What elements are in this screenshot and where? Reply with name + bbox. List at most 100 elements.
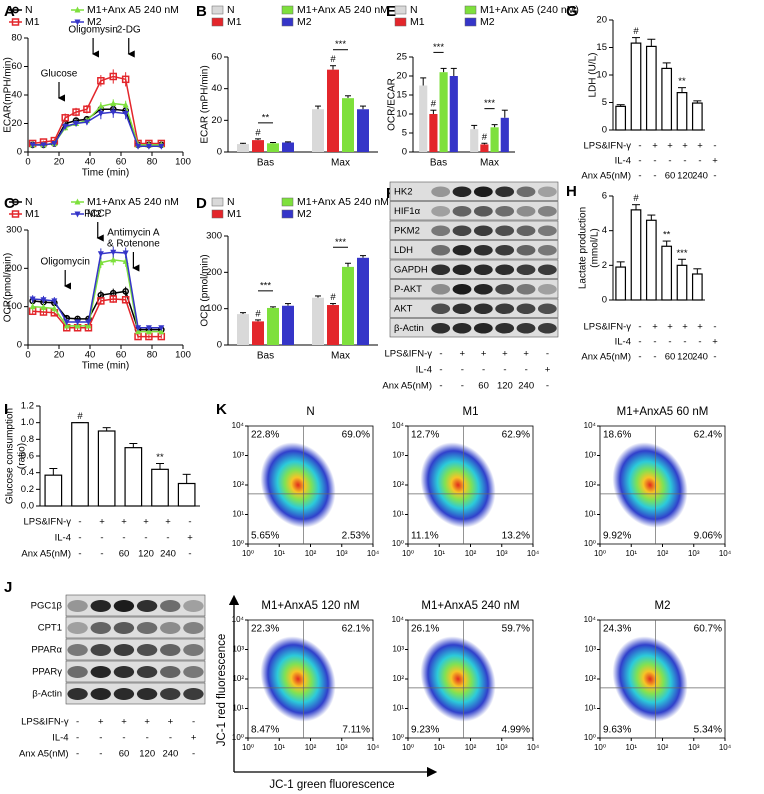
y-tick-label: 10⁰: [584, 539, 596, 548]
blot-band: [537, 303, 557, 315]
blot-band: [495, 205, 515, 217]
bar: [327, 305, 339, 345]
point: [40, 142, 47, 149]
blot-band: [495, 186, 515, 198]
density-cloud: [612, 636, 688, 722]
legend-label: M1: [410, 16, 425, 28]
x-tick-label: 10⁰: [402, 743, 414, 752]
treatment-sign: 60: [119, 749, 130, 760]
treatment-sign: -: [653, 156, 656, 167]
quadrant-percent: 26.1%: [411, 624, 439, 635]
point: [83, 105, 91, 113]
blot-band: [431, 303, 451, 315]
blot-band: [90, 666, 111, 678]
treatment-sign: -: [439, 349, 442, 360]
blot-band: [452, 322, 472, 334]
y-tick-label: 10¹: [584, 704, 596, 713]
point: [29, 303, 36, 310]
blot-band: [113, 688, 135, 700]
y-tick-label: 10⁴: [584, 615, 597, 624]
y-axis-label: Lactate production: [578, 207, 589, 289]
x-tick-label: 10¹: [625, 743, 637, 752]
blot-band: [452, 264, 472, 276]
x-axis-label: JC-1 green fluorescence: [269, 779, 394, 791]
blot-band: [495, 303, 515, 315]
legend-label: M1: [25, 208, 40, 220]
y-tick-label: 0: [402, 147, 407, 158]
density-cloud: [420, 442, 496, 528]
significance: #: [633, 26, 639, 37]
blot-label: PKM2: [394, 225, 420, 236]
quadrant-percent: 9.92%: [603, 531, 631, 542]
legend-label: M2: [297, 16, 312, 28]
blot-band: [160, 644, 181, 656]
blot-band: [160, 600, 181, 612]
plot-title: M1+AnxA5 240 nM: [421, 600, 519, 612]
legend-label: M2: [297, 208, 312, 220]
blot-band: [473, 283, 493, 295]
y-tick-label: 0.8: [21, 434, 34, 445]
blot-band: [537, 244, 557, 256]
y-tick-label: 0: [602, 125, 607, 136]
treatment-sign: -: [698, 337, 701, 348]
quadrant-percent: 12.7%: [411, 430, 439, 441]
x-tick-label: 10⁰: [402, 549, 414, 558]
bar: [490, 127, 499, 152]
blot-band: [431, 186, 451, 198]
y-tick-label: 0.0: [21, 501, 34, 512]
y-tick-label: 10⁴: [584, 421, 597, 430]
blot-label: LDH: [394, 245, 413, 256]
y-tick-label: 10³: [232, 645, 244, 654]
blot-band: [90, 622, 111, 634]
bar: [282, 305, 294, 345]
quadrant-percent: 22.3%: [251, 624, 279, 635]
x-tick-label: 10⁴: [367, 549, 380, 558]
blot-label: P-AKT: [394, 284, 422, 295]
y-tick-label: 10⁰: [392, 539, 404, 548]
x-tick-label: 10⁴: [527, 549, 540, 558]
y-tick-label: 20: [211, 115, 222, 126]
y-tick-label: 60: [11, 61, 22, 72]
treatment-sign: 60: [665, 171, 676, 182]
bar: [439, 72, 448, 152]
treatment-sign: +: [667, 322, 673, 333]
y-tick-label: 80: [11, 33, 22, 44]
point: [63, 319, 70, 326]
y-axis-label: (mmol/L): [590, 228, 601, 267]
y-tick-label: 10²: [232, 480, 244, 489]
blot-band: [516, 205, 536, 217]
treatment-sign: -: [146, 733, 149, 744]
treatment-label: LPS&IFN-γ: [583, 322, 631, 333]
annotation: Glucose: [41, 69, 78, 80]
significance: ***: [260, 280, 271, 291]
bar: [500, 117, 509, 152]
quadrant-percent: 9.63%: [603, 725, 631, 736]
legend-label: M2: [87, 16, 102, 28]
y-tick-label: 1.2: [21, 401, 34, 412]
y-tick-label: 0: [217, 340, 222, 351]
y-tick-label: 10¹: [232, 704, 244, 713]
treatment-sign: 240: [692, 171, 708, 182]
treatment-sign: 120: [138, 549, 154, 560]
y-tick-label: 10²: [392, 674, 404, 683]
point: [97, 102, 104, 109]
legend-marker: [12, 198, 19, 206]
blot-band: [473, 225, 493, 237]
blot-band: [473, 322, 493, 334]
quadrant-percent: 9.06%: [694, 531, 722, 542]
point: [97, 297, 105, 305]
legend-swatch: [394, 17, 407, 27]
treatment-sign: +: [682, 322, 688, 333]
blot-band: [516, 303, 536, 315]
bar: [645, 45, 657, 131]
bar: [630, 209, 642, 301]
treatment-sign: +: [460, 349, 466, 360]
blot-band: [495, 225, 515, 237]
point: [83, 119, 90, 126]
x-tick-label: 100: [175, 157, 191, 168]
legend-marker: [74, 198, 81, 205]
treatment-sign: 120: [677, 171, 693, 182]
blot-band: [495, 264, 515, 276]
point: [51, 305, 58, 312]
blot-band: [516, 283, 536, 295]
